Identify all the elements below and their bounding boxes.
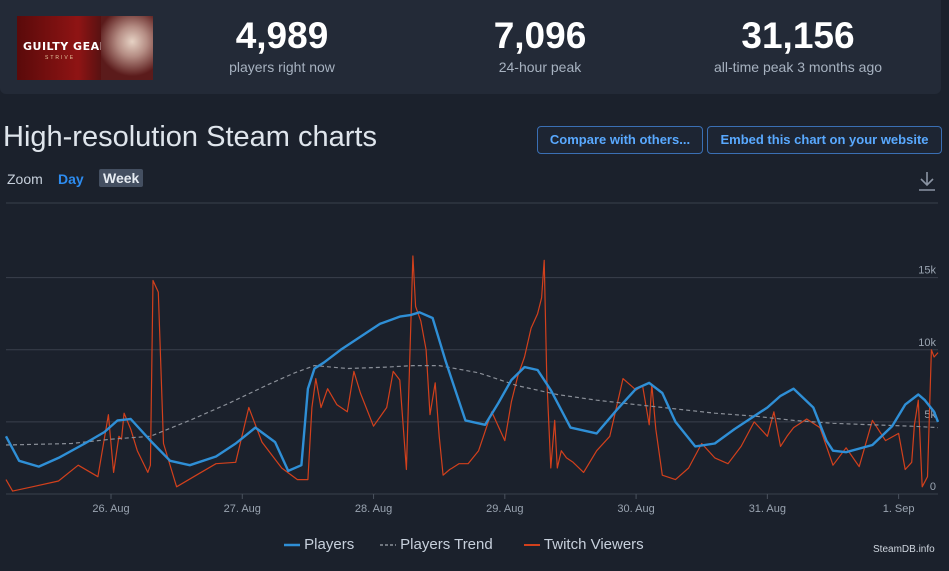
twitch-viewers-line[interactable] bbox=[5, 255, 939, 492]
game-logo-subtitle: STRIVE bbox=[45, 55, 76, 61]
legend-twitch-viewers[interactable]: Twitch Viewers bbox=[524, 536, 644, 553]
legend-label: Players Trend bbox=[400, 536, 493, 553]
x-tick-label: 27. Aug bbox=[224, 503, 261, 515]
stat-label: players right now bbox=[229, 59, 335, 75]
players-line[interactable] bbox=[4, 311, 940, 473]
legend-label: Twitch Viewers bbox=[543, 536, 644, 553]
download-icon[interactable] bbox=[917, 170, 937, 192]
players-trend-line[interactable] bbox=[5, 365, 939, 446]
x-tick-label: 1. Sep bbox=[883, 503, 915, 515]
stat-current-players: 4,989 players right now bbox=[202, 14, 362, 76]
x-tick-label: 26. Aug bbox=[92, 503, 129, 515]
game-character-art bbox=[101, 16, 153, 80]
y-tick-label: 15k bbox=[918, 265, 936, 277]
game-logo-text: GUILTY GEAR bbox=[23, 40, 109, 53]
stat-label: all-time peak 3 months ago bbox=[713, 59, 883, 75]
stat-value: 7,096 bbox=[493, 15, 587, 56]
embed-chart-button[interactable]: Embed this chart on your website bbox=[707, 126, 942, 154]
x-tick-label: 28. Aug bbox=[355, 503, 392, 515]
legend-players-swatch bbox=[284, 543, 300, 547]
zoom-label: Zoom bbox=[7, 171, 43, 187]
y-tick-label: 0 bbox=[930, 481, 936, 493]
game-cover-image[interactable]: GUILTY GEAR STRIVE bbox=[17, 16, 153, 80]
x-tick-label: 29. Aug bbox=[486, 503, 523, 515]
stat-label: 24-hour peak bbox=[498, 59, 582, 75]
x-tick-label: 31. Aug bbox=[749, 503, 786, 515]
stat-all-time-peak: 31,156 all-time peak 3 months ago bbox=[688, 14, 908, 76]
y-tick-label: 10k bbox=[918, 337, 936, 349]
legend-players[interactable]: Players bbox=[284, 536, 354, 553]
app-header: GUILTY GEAR STRIVE 4,989 players right n… bbox=[0, 0, 941, 94]
x-tick-label: 30. Aug bbox=[617, 503, 654, 515]
zoom-day-button[interactable]: Day bbox=[58, 171, 84, 187]
legend-label: Players bbox=[304, 536, 355, 553]
section-title: High-resolution Steam charts bbox=[3, 121, 377, 153]
legend-trend-swatch bbox=[380, 544, 396, 546]
stat-value: 4,989 bbox=[235, 15, 329, 56]
legend-twitch-swatch bbox=[524, 544, 540, 547]
zoom-week-button[interactable]: Week bbox=[99, 169, 144, 187]
stat-value: 31,156 bbox=[741, 15, 855, 56]
steamdb-credit[interactable]: SteamDB.info bbox=[873, 544, 935, 555]
compare-button[interactable]: Compare with others... bbox=[537, 126, 703, 154]
stat-24h-peak: 7,096 24-hour peak bbox=[460, 14, 620, 76]
legend-players-trend[interactable]: Players Trend bbox=[380, 536, 493, 553]
